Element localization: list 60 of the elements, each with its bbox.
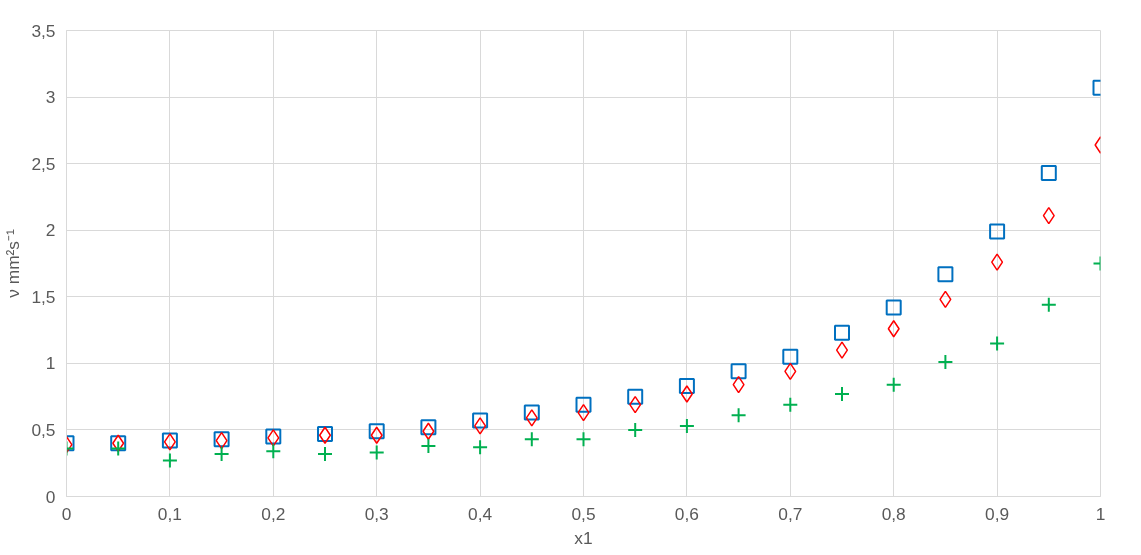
point (678, 417, 695, 434)
point (834, 324, 850, 341)
point (1040, 296, 1057, 313)
y-tick-label: 1,5 (31, 286, 56, 307)
x-axis-title: x1 (574, 527, 593, 548)
point (370, 426, 383, 444)
y-axis-title: ν mm²s⁻¹ (3, 228, 24, 298)
point (834, 385, 850, 402)
y-tick-label: 3,5 (31, 20, 56, 41)
point (110, 440, 127, 457)
x-tick-label: 0,2 (261, 503, 286, 524)
x-tick-label: 0 (61, 503, 72, 524)
point (161, 452, 178, 469)
point (474, 417, 487, 435)
point (213, 445, 230, 462)
point (368, 444, 385, 461)
point (989, 335, 1006, 352)
point (1040, 164, 1057, 181)
point (627, 388, 644, 405)
point (472, 439, 489, 456)
y-tick-label: 1 (45, 353, 56, 374)
point (523, 431, 540, 448)
point (937, 266, 954, 283)
y-tick-label: 0 (45, 486, 56, 507)
point (989, 223, 1006, 240)
point (885, 299, 902, 316)
point (627, 421, 644, 438)
x-tick-label: 0,5 (571, 503, 596, 524)
x-tick-label: 0,3 (364, 503, 389, 524)
x-tick-label: 0,7 (778, 503, 803, 524)
point (680, 385, 693, 403)
point (885, 376, 902, 393)
x-tick-label: 0,6 (674, 503, 699, 524)
point (937, 354, 954, 371)
point (317, 445, 333, 462)
point (575, 431, 592, 448)
y-tick-label: 3 (45, 87, 56, 108)
x-tick-label: 0,8 (881, 503, 906, 524)
point (472, 412, 489, 429)
point (523, 404, 540, 421)
x-tick-label: 1 (1095, 503, 1106, 524)
point (265, 443, 282, 460)
point (730, 407, 747, 424)
y-tick-label: 0,5 (31, 419, 56, 440)
point (525, 409, 538, 427)
point (368, 423, 385, 440)
point (420, 437, 437, 454)
point (730, 363, 747, 380)
x-tick-label: 0,1 (157, 503, 182, 524)
point (835, 341, 849, 359)
point (782, 396, 799, 413)
x-tick-label: 0,9 (985, 503, 1010, 524)
point (420, 419, 437, 436)
y-tick-label: 2 (45, 220, 56, 241)
point (782, 348, 799, 365)
x-tick-label: 0,4 (468, 503, 493, 524)
point (678, 377, 695, 394)
y-tick-label: 2,5 (31, 153, 56, 174)
point (575, 396, 592, 413)
point (991, 253, 1004, 271)
